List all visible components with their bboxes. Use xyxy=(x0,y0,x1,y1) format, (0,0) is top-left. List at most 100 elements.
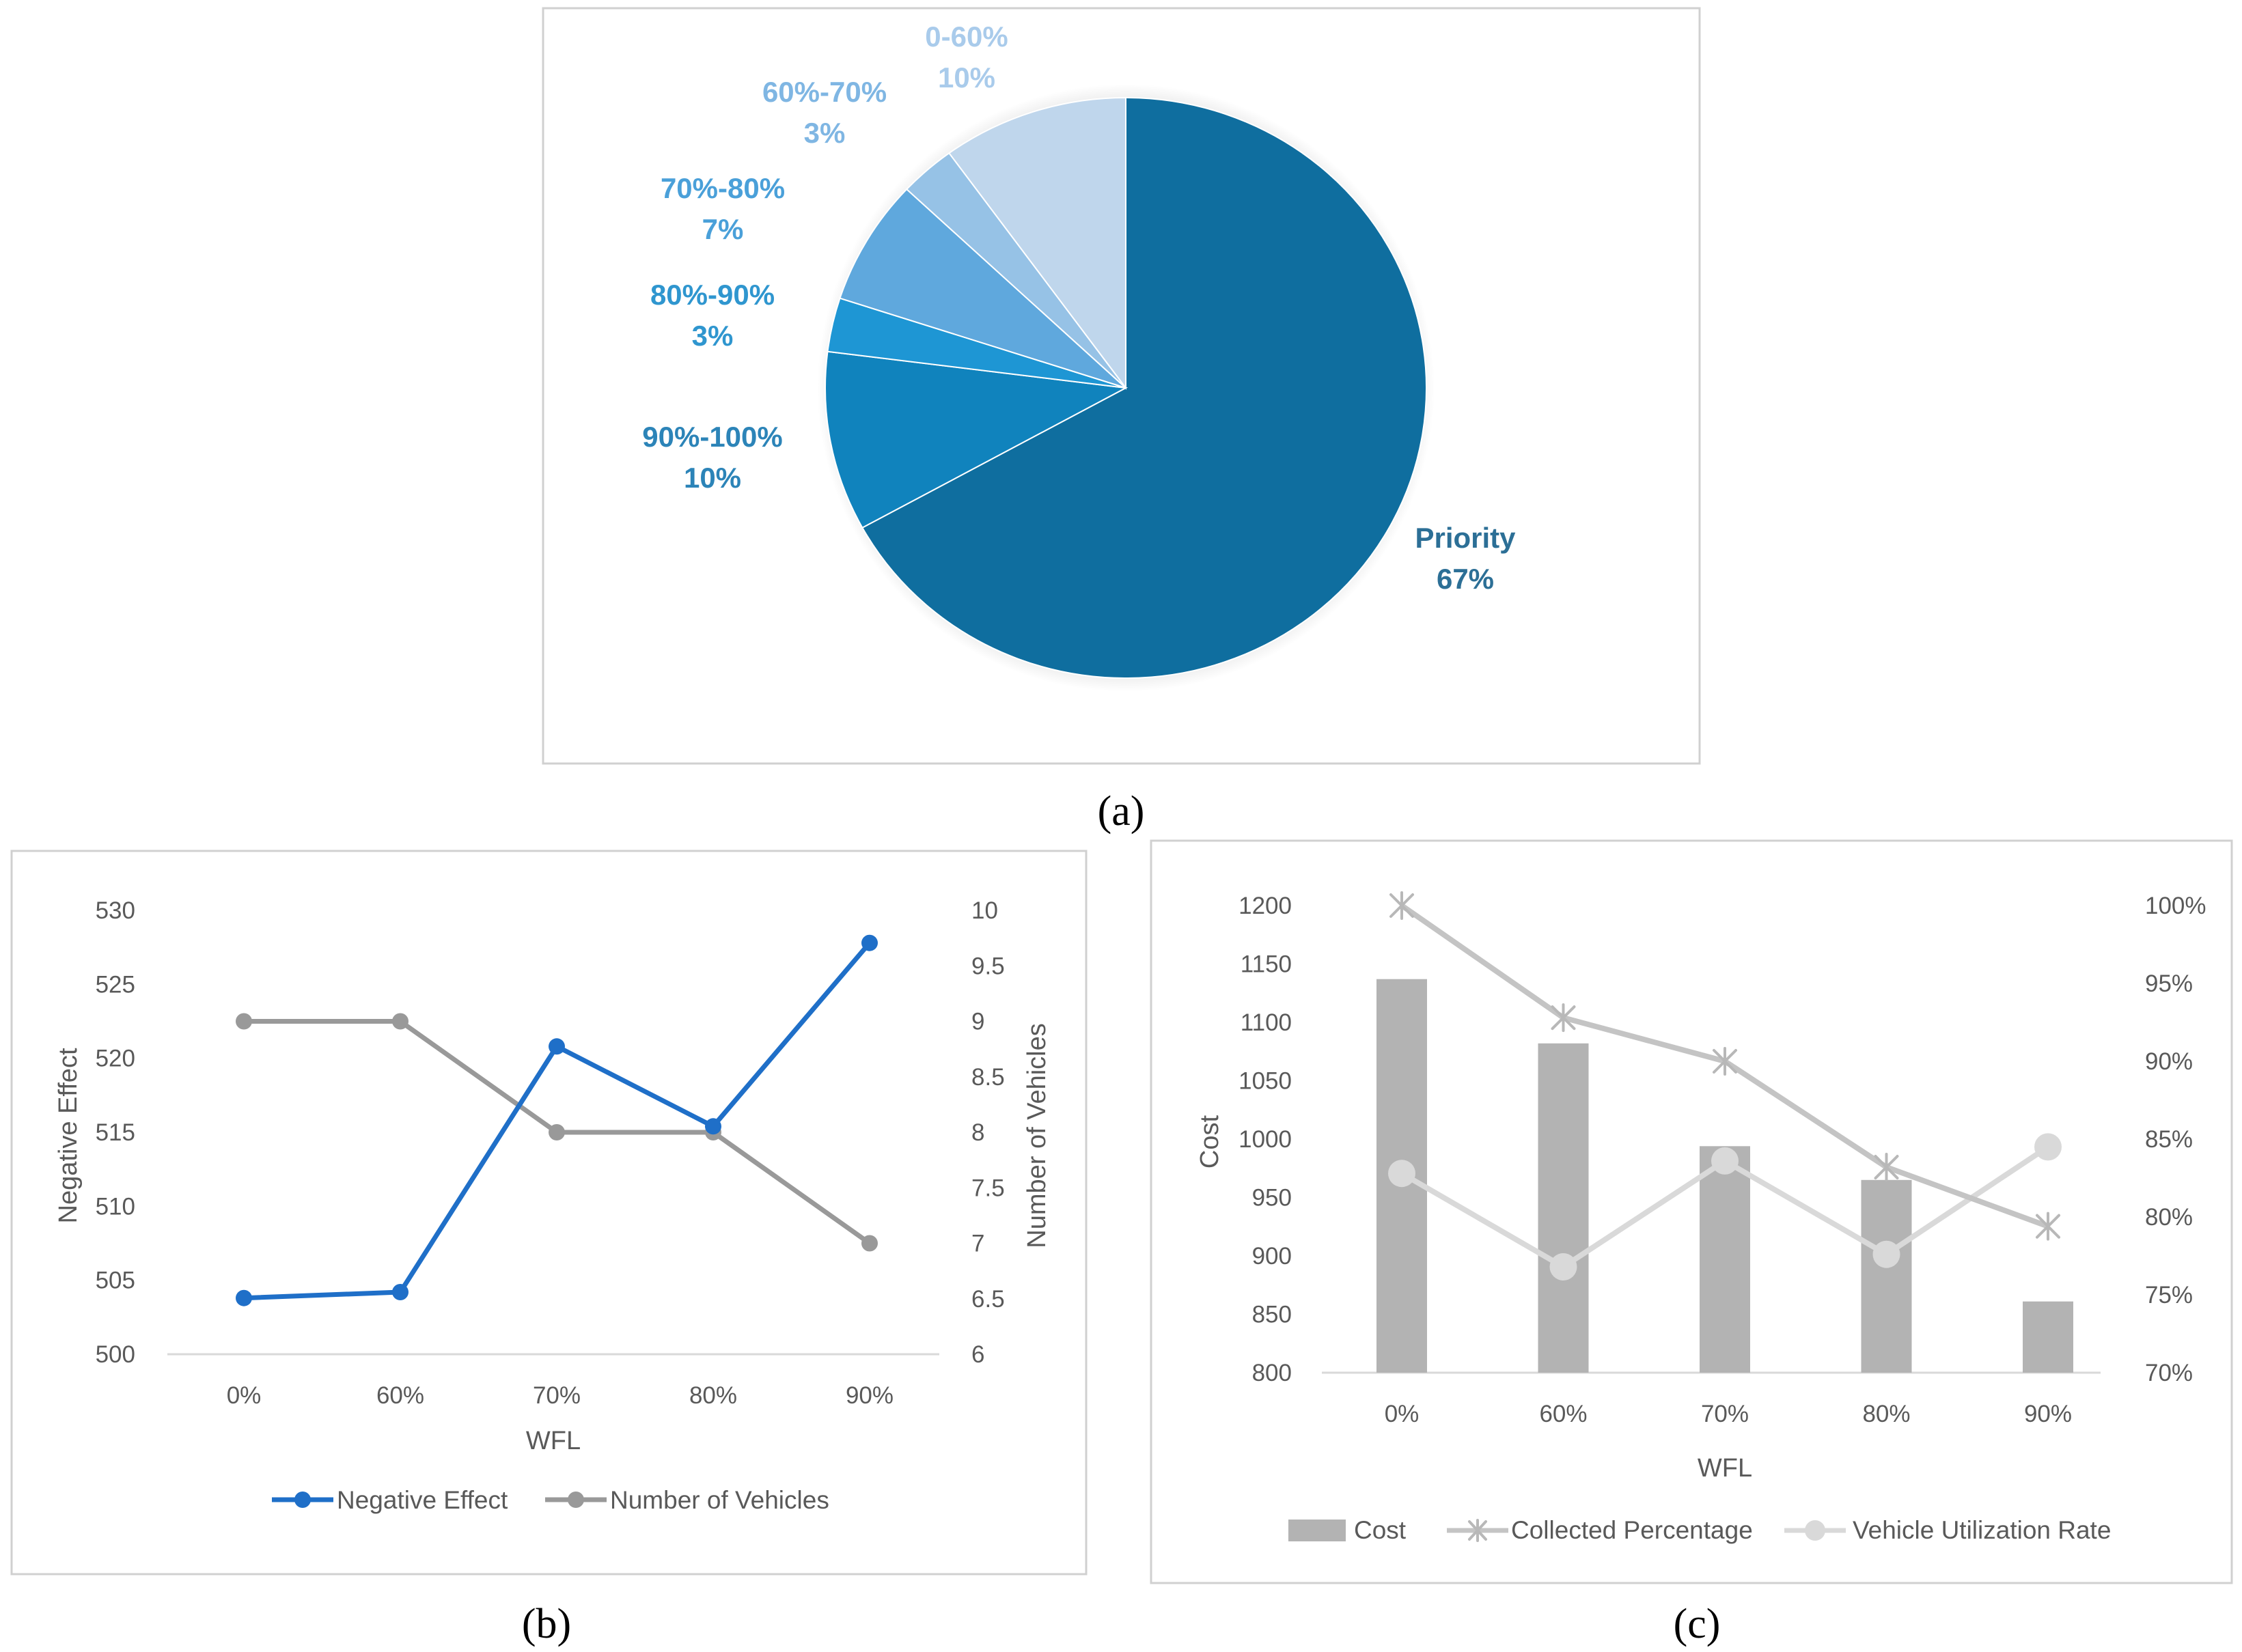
y2-tick-label: 9 xyxy=(971,1009,984,1035)
x-tick-label: 60% xyxy=(1539,1401,1587,1427)
y2-axis-title: Number of Vehicles xyxy=(1023,1023,1051,1248)
point-collected-percentage xyxy=(1551,1003,1576,1033)
legend-label-cost: Cost xyxy=(1354,1516,1407,1544)
point-negative-effect xyxy=(861,934,878,951)
y-tick-label: 850 xyxy=(1252,1302,1292,1328)
x-tick-label: 80% xyxy=(689,1382,737,1409)
point-collected-percentage xyxy=(1713,1047,1737,1076)
y-tick-label: 515 xyxy=(96,1119,135,1146)
point-negative-effect xyxy=(236,1289,252,1306)
pie-slices xyxy=(825,96,1427,679)
bar-cost xyxy=(1861,1179,1912,1373)
point-negative-effect xyxy=(705,1118,721,1135)
caption-b: (b) xyxy=(522,1601,571,1647)
pie-label-60-70: 60%-70% 3% xyxy=(762,76,887,149)
y-tick-label: 1050 xyxy=(1238,1068,1292,1095)
pie-label-name: 60%-70% xyxy=(762,76,887,108)
panel-c-frame xyxy=(1150,839,2233,1584)
y-tick-label: 1100 xyxy=(1241,1009,1292,1036)
legend-label-number-of-vehicles: Number of Vehicles xyxy=(610,1486,829,1514)
point-vehicle-utilization-rate xyxy=(1549,1253,1577,1280)
pie-slice-0-60 xyxy=(947,96,1126,390)
point-vehicle-utilization-rate xyxy=(1388,1160,1415,1188)
legend-marker-negative-effect xyxy=(294,1492,311,1508)
legend: Cost Collected Percentage Vehicle Utiliz… xyxy=(1288,1516,2111,1544)
pie-label-name: Priority xyxy=(1415,522,1516,554)
point-number-of-vehicles xyxy=(861,1235,878,1252)
pie-label-priority: Priority 67% xyxy=(1415,522,1516,595)
pie-label-percent: 7% xyxy=(702,213,744,245)
point-vehicle-utilization-rate xyxy=(1872,1240,1900,1268)
legend-marker-collected-percentage xyxy=(1468,1519,1487,1542)
legend: Negative Effect Number of Vehicles xyxy=(272,1486,829,1514)
bar-cost xyxy=(1700,1146,1750,1373)
pie-label-percent: 3% xyxy=(692,320,734,352)
x-axis-ticks: 0% 60% 70% 80% 90% xyxy=(1385,1401,2072,1427)
point-collected-percentage xyxy=(1389,891,1414,920)
pie-label-percent: 10% xyxy=(684,462,741,494)
panel-b-frame xyxy=(10,850,1088,1576)
panel-c: 800 850 900 950 1000 1050 1100 1150 1200 70% 75% 8… xyxy=(1150,839,2233,1584)
y-axis-ticks: 800 850 900 950 1000 1050 1100 1150 1200 xyxy=(1238,893,1292,1386)
y-tick-label: 500 xyxy=(96,1341,135,1368)
y-tick-label: 510 xyxy=(96,1193,135,1220)
legend-item-number-of-vehicles: Number of Vehicles xyxy=(545,1486,829,1514)
legend-marker-number-of-vehicles xyxy=(568,1492,584,1508)
y2-tick-label: 70% xyxy=(2145,1360,2193,1386)
point-number-of-vehicles xyxy=(236,1013,252,1030)
series-lines xyxy=(236,934,878,1306)
panel-b: 500 505 510 515 520 525 530 6 6.5 7 7.5 8 8.5 9 9.5 10… xyxy=(10,850,1088,1576)
y2-tick-label: 90% xyxy=(2145,1048,2193,1075)
point-collected-percentage xyxy=(1874,1153,1899,1182)
pie-label-percent: 67% xyxy=(1437,563,1494,595)
pie-slice-90-100 xyxy=(825,350,1129,529)
x-tick-label: 60% xyxy=(376,1382,424,1409)
cost-bars xyxy=(1376,979,2073,1373)
y-tick-label: 525 xyxy=(96,971,135,998)
pie-label-percent: 3% xyxy=(804,117,846,149)
y-tick-label: 900 xyxy=(1252,1243,1292,1270)
legend-item-vehicle-utilization-rate: Vehicle Utilization Rate xyxy=(1784,1516,2111,1544)
panel-a: Priority 67% 90%-100% 10% 80%-90% 3% 70%-80% 7%… xyxy=(542,7,1701,765)
pie-label-90-100: 90%-100% 10% xyxy=(642,421,782,494)
y-axis-ticks: 500 505 510 515 520 525 530 xyxy=(96,897,135,1368)
pie-label-name: 0-60% xyxy=(925,20,1008,53)
y2-tick-label: 8.5 xyxy=(971,1064,1005,1091)
y-axis-title: Negative Effect xyxy=(54,1048,83,1223)
y2-tick-label: 100% xyxy=(2145,893,2206,919)
bar-cost xyxy=(2023,1301,2073,1373)
x-tick-label: 90% xyxy=(2024,1401,2072,1427)
point-collected-percentage xyxy=(2036,1212,2060,1241)
x-axis-title: WFL xyxy=(1698,1454,1752,1483)
y-tick-label: 520 xyxy=(96,1046,135,1072)
x-tick-label: 70% xyxy=(533,1382,581,1409)
legend-swatch-cost xyxy=(1288,1520,1346,1541)
y2-tick-label: 7 xyxy=(971,1231,984,1257)
y2-tick-label: 6.5 xyxy=(971,1286,1005,1313)
y2-tick-label: 7.5 xyxy=(971,1175,1005,1201)
pie-label-70-80: 70%-80% 7% xyxy=(661,172,785,245)
pie-label-name: 70%-80% xyxy=(661,172,785,204)
x-tick-label: 80% xyxy=(1862,1401,1910,1427)
pie-label-percent: 10% xyxy=(938,61,995,94)
y2-tick-label: 75% xyxy=(2145,1282,2193,1308)
legend-marker-vehicle-utilization-rate xyxy=(1805,1520,1825,1541)
x-tick-label: 90% xyxy=(846,1382,894,1409)
x-tick-label: 0% xyxy=(227,1382,262,1409)
y2-axis-ticks: 70% 75% 80% 85% 90% 95% 100% xyxy=(2145,893,2206,1386)
point-vehicle-utilization-rate xyxy=(1711,1147,1739,1175)
legend-item-negative-effect: Negative Effect xyxy=(272,1486,508,1514)
y-tick-label: 950 xyxy=(1252,1185,1292,1212)
pie-labels: Priority 67% 90%-100% 10% 80%-90% 3% 70%-80% 7%… xyxy=(642,20,1516,595)
y-axis-title: Cost xyxy=(1195,1115,1224,1168)
y-tick-label: 1000 xyxy=(1238,1126,1292,1153)
pie-label-80-90: 80%-90% 3% xyxy=(650,279,775,352)
series-lines xyxy=(1388,891,2062,1280)
point-negative-effect xyxy=(392,1284,409,1300)
pie-label-name: 80%-90% xyxy=(650,279,775,311)
caption-c: (c) xyxy=(1674,1601,1721,1647)
y2-tick-label: 8 xyxy=(971,1119,984,1146)
y2-tick-label: 10 xyxy=(971,897,998,924)
y-tick-label: 800 xyxy=(1252,1360,1292,1386)
